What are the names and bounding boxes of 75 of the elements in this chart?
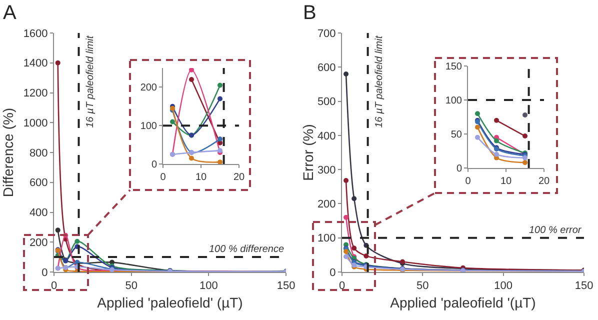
- x-tick-label: 0: [465, 176, 472, 187]
- point: [170, 119, 175, 124]
- ref-line-label: 16 µT paleofield limit: [374, 34, 385, 128]
- x-tick-label: 0: [160, 172, 166, 183]
- point: [344, 249, 349, 254]
- x-tick-label: 10: [195, 172, 207, 183]
- y-tick-label: 700: [317, 28, 336, 40]
- point: [494, 152, 499, 157]
- x-tick-label: 100: [494, 280, 513, 292]
- point: [344, 214, 349, 220]
- x-tick-label: 150: [574, 280, 594, 292]
- x-tick-label: 0: [338, 280, 346, 292]
- x-tick-label: 10: [500, 176, 512, 187]
- point: [352, 246, 357, 251]
- y-tick-label: 150: [445, 62, 462, 72]
- point: [494, 138, 499, 144]
- point: [364, 253, 369, 258]
- point: [344, 254, 349, 260]
- y-tick-label: 1400: [23, 58, 48, 70]
- point: [218, 136, 222, 142]
- point: [189, 68, 194, 72]
- y-tick-label: 600: [317, 62, 336, 74]
- y-tick-label: 100: [317, 232, 336, 245]
- y-axis-title: Difference (%): [0, 108, 16, 198]
- point: [475, 124, 480, 130]
- point: [475, 111, 480, 116]
- ref-line-label: 16 µT paleofield limit: [84, 34, 96, 128]
- y-tick-label: 0: [42, 266, 48, 279]
- y-tick-label: 400: [29, 207, 48, 220]
- point: [55, 228, 60, 233]
- x-tick-label: 100: [199, 280, 218, 292]
- x-tick-label: 0: [50, 280, 58, 292]
- ref-line-label: 100 % difference: [209, 244, 284, 255]
- y-axis-title: Error (%): [300, 124, 316, 181]
- point: [522, 134, 528, 139]
- y-tick-label: 1600: [23, 28, 48, 40]
- y-tick-label: 200: [317, 198, 336, 211]
- point: [522, 160, 528, 166]
- point: [218, 160, 222, 164]
- y-tick-label: 1200: [23, 88, 48, 100]
- ref-line-label: 100 % error: [529, 225, 582, 236]
- y-tick-label: 0: [456, 164, 462, 174]
- y-tick-label: 600: [29, 177, 48, 190]
- point: [344, 178, 349, 183]
- x-axis-title: Applied 'paleofield' (µT): [97, 294, 243, 310]
- y-tick-label: 200: [140, 82, 158, 94]
- y-tick-label: 0: [151, 160, 158, 170]
- y-tick-label: 0: [330, 266, 336, 279]
- point: [218, 82, 222, 88]
- point: [55, 60, 60, 66]
- point: [74, 238, 80, 244]
- chart-title: A: [3, 2, 17, 24]
- y-tick-label: 1000: [23, 117, 48, 130]
- y-tick-label: 400: [317, 130, 336, 142]
- y-tick-label: 100: [140, 121, 158, 132]
- x-tick-label: 50: [416, 280, 429, 292]
- point: [494, 118, 499, 123]
- point: [344, 71, 349, 76]
- point: [352, 196, 357, 202]
- point: [218, 96, 222, 102]
- x-tick-label: 20: [538, 176, 550, 187]
- y-tick-label: 100: [445, 96, 462, 106]
- y-tick-label: 50: [450, 130, 462, 140]
- x-tick-label: 50: [125, 280, 138, 292]
- y-tick-label: 500: [317, 96, 336, 108]
- point: [475, 134, 480, 140]
- y-tick-label: 200: [29, 236, 48, 249]
- x-tick-label: 20: [233, 172, 245, 183]
- x-tick-label: 150: [276, 280, 296, 292]
- y-tick-label: 300: [317, 164, 336, 176]
- chart-title: B: [302, 2, 316, 24]
- point: [189, 77, 194, 82]
- point: [189, 156, 194, 161]
- x-axis-title: Applied 'paleofield '(µT): [390, 294, 536, 310]
- y-tick-label: 800: [29, 147, 48, 160]
